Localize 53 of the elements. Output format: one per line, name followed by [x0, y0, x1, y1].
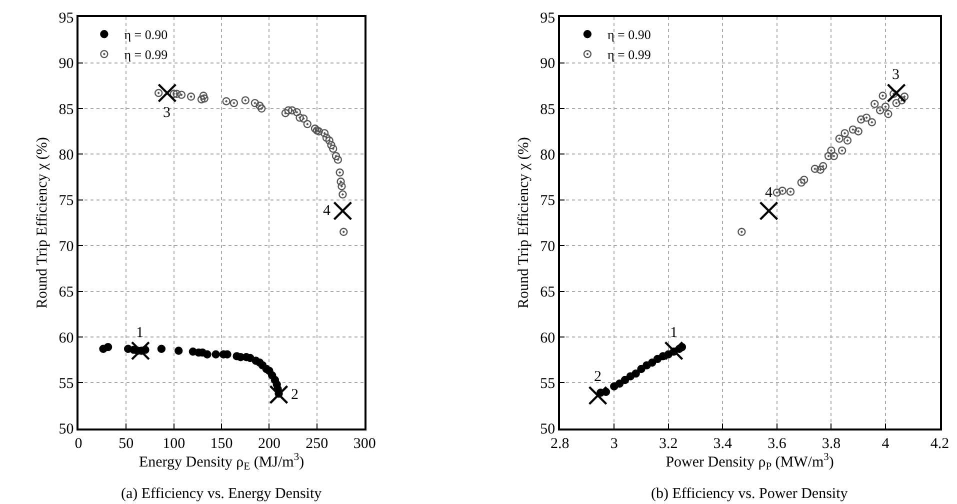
y-tick-label: 75: [58, 193, 74, 210]
x-tick-label: 4: [882, 436, 890, 452]
y-tick-label: 65: [540, 284, 556, 301]
x-tick-label: 250: [306, 436, 328, 452]
text: (b) Efficiency vs. Power Density: [651, 486, 848, 502]
y-tick-label: 65: [58, 284, 74, 301]
y-tick-label: 90: [540, 56, 556, 72]
x-tick-label: 3: [610, 436, 618, 452]
annotation: 3: [892, 67, 900, 83]
x-tick-label: 150: [210, 436, 233, 452]
annotation: 1: [670, 325, 678, 341]
legend-label: η = 0.99: [607, 47, 651, 62]
y-tick-label: 50: [58, 422, 74, 438]
annotation: 4: [765, 185, 773, 201]
y-axis-title: Round Trip Efficiency χ (%): [516, 137, 532, 308]
annotation: 4: [323, 203, 331, 219]
y-axis-title: Round Trip Efficiency χ (%): [34, 137, 50, 308]
annotation: 2: [594, 369, 602, 385]
x-axis-title: Power Density ρ$_{P}$ (MW/m$^{3}$): [666, 452, 834, 473]
annotation: 2: [291, 387, 298, 403]
y-tick-label: 50: [540, 422, 556, 438]
y-tick-label: 60: [540, 330, 556, 346]
y-tick-label: 90: [58, 56, 74, 72]
legend-label: η = 0.90: [124, 27, 168, 42]
y-tick-label: 55: [540, 376, 556, 392]
x-tick-label: 200: [258, 436, 280, 452]
x-tick-label: 100: [162, 436, 186, 452]
text: (a) Efficiency vs. Energy Density: [121, 486, 322, 502]
x-tick-label: 4.2: [930, 436, 950, 452]
y-tick-label: 70: [58, 238, 74, 255]
y-tick-label: 80: [540, 147, 556, 164]
y-tick-label: 60: [58, 330, 74, 346]
y-tick-label: 80: [58, 147, 74, 164]
x-tick-label: 50: [118, 436, 134, 452]
x-tick-label: 2.8: [550, 436, 570, 452]
x-tick-label: 3.6: [768, 436, 787, 452]
y-tick-label: 95: [540, 10, 556, 26]
x-tick-label: 3.2: [659, 436, 678, 452]
y-tick-label: 95: [58, 10, 74, 26]
y-tick-label: 55: [58, 376, 74, 392]
x-tick-label: 0: [74, 436, 82, 452]
y-tick-label: 70: [540, 238, 556, 255]
x-tick-label: 3.4: [713, 436, 733, 452]
y-tick-label: 85: [540, 102, 556, 118]
annotation: 3: [163, 105, 170, 121]
y-tick-label: 75: [540, 193, 556, 210]
annotation: 1: [136, 325, 144, 341]
y-tick-label: 85: [58, 102, 74, 118]
x-axis-title: Energy Density ρ$_{E}$ (MJ/m$^{3}$): [138, 452, 304, 473]
legend-label: η = 0.90: [607, 27, 651, 42]
x-tick-label: 3.8: [822, 436, 841, 452]
x-tick-label: 300: [353, 436, 376, 452]
legend-label: η = 0.99: [124, 47, 168, 62]
